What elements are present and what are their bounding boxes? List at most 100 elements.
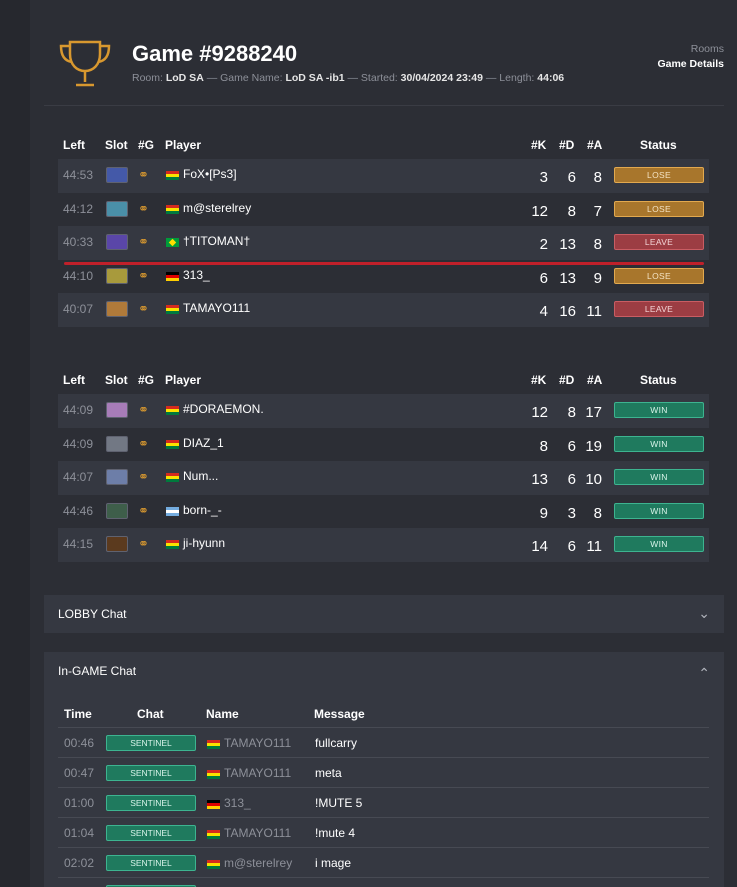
- slot-color-swatch: [106, 469, 128, 485]
- game-name-label: — Game Name:: [206, 72, 283, 84]
- player-row[interactable]: 44:10 ⚭ 313_ 6 13 9 LOSE: [58, 260, 709, 294]
- player-name[interactable]: TAMAYO111: [183, 301, 251, 315]
- slot-color-swatch: [106, 167, 128, 183]
- col-a: #A: [587, 373, 603, 387]
- link-icon[interactable]: ⚭: [138, 435, 149, 451]
- kills: 14: [531, 538, 548, 555]
- flag-bo-icon: [166, 540, 179, 549]
- breadcrumb-current: Game Details: [657, 58, 724, 70]
- breadcrumb-rooms-link[interactable]: Rooms: [690, 43, 724, 55]
- chat-row: [58, 878, 709, 887]
- chat-player-name[interactable]: TAMAYO111: [224, 736, 292, 750]
- slot-color-swatch: [106, 200, 128, 217]
- player-row[interactable]: 40:07 ⚭ TAMAYO111 4 16 11 LEAVE: [58, 293, 709, 327]
- deaths: 3: [567, 504, 576, 522]
- chat-time: 00:47: [64, 766, 95, 780]
- flag-br-icon: [166, 238, 179, 247]
- ingame-chat-table: Time Chat Name Message 00:46 SENTINEL TAMA…: [58, 700, 709, 887]
- player-row[interactable]: 44:15 ⚭ ji-hyunn 14 6 11 WIN: [58, 528, 709, 562]
- chat-row: 00:46 SENTINEL TAMAYO111 fullcarry: [58, 728, 709, 758]
- deaths: 13: [559, 236, 576, 253]
- kills: 13: [531, 471, 548, 488]
- breadcrumb: Rooms Game Details: [657, 43, 724, 70]
- flag-bo-icon: [166, 473, 179, 482]
- slot-color-swatch: [106, 536, 128, 552]
- link-icon[interactable]: ⚭: [138, 167, 149, 182]
- left-time: 44:15: [63, 537, 94, 551]
- player-name[interactable]: †TITOMAN†: [183, 234, 251, 248]
- chat-table-header: Time Chat Name Message: [58, 700, 709, 728]
- chevron-down-icon[interactable]: ⌄: [698, 605, 710, 621]
- status-badge: WIN: [614, 435, 704, 452]
- status-badge: LEAVE: [614, 301, 704, 317]
- player-name[interactable]: born-_-: [183, 502, 222, 517]
- chat-player-name[interactable]: TAMAYO111: [224, 766, 292, 780]
- link-icon[interactable]: ⚭: [138, 402, 149, 417]
- assists: 8: [593, 169, 602, 186]
- link-icon[interactable]: ⚭: [138, 502, 149, 518]
- status-badge: LOSE: [614, 167, 704, 183]
- chat-message: i mage: [315, 856, 352, 870]
- chat-player-name[interactable]: m@sterelrey: [224, 856, 293, 870]
- link-icon[interactable]: ⚭: [138, 234, 149, 249]
- chat-team-badge: SENTINEL: [106, 855, 196, 871]
- link-icon[interactable]: ⚭: [138, 200, 149, 216]
- kills: 12: [531, 404, 548, 421]
- col-time: Time: [64, 707, 92, 721]
- chat-time: 01:04: [64, 826, 95, 840]
- player-row[interactable]: 44:46 ⚭ born-_- 9 3 8 WIN: [58, 495, 709, 529]
- started-value: 30/04/2024 23:49: [400, 72, 483, 84]
- col-d: #D: [559, 138, 575, 152]
- link-icon[interactable]: ⚭: [138, 267, 149, 283]
- chat-message: fullcarry: [315, 736, 358, 750]
- chat-team-badge: SENTINEL: [106, 795, 196, 811]
- assists: 17: [585, 404, 602, 421]
- col-status: Status: [640, 373, 677, 387]
- player-row[interactable]: 44:09 ⚭ DIAZ_1 8 6 19 WIN: [58, 428, 709, 462]
- player-name[interactable]: 313_: [183, 267, 210, 282]
- left-time: 40:07: [63, 302, 94, 316]
- player-row[interactable]: 44:12 ⚭ m@sterelrey 12 8 7 LOSE: [58, 193, 709, 227]
- status-badge: LEAVE: [614, 234, 704, 250]
- link-icon[interactable]: ⚭: [138, 301, 149, 316]
- status-badge: WIN: [614, 469, 704, 485]
- game-details-page: Game #9288240 Room: LoD SA — Game Name: …: [30, 0, 737, 887]
- flag-bo-icon: [207, 860, 220, 869]
- player-name[interactable]: FoX•[Ps3]: [183, 167, 237, 181]
- leaver-divider: [64, 262, 704, 265]
- slot-color-swatch: [106, 234, 128, 250]
- chat-time: 00:46: [64, 736, 95, 750]
- col-g: #G: [138, 138, 155, 152]
- player-name[interactable]: m@sterelrey: [183, 200, 252, 215]
- flag-bo-icon: [207, 770, 220, 779]
- started-label: — Started:: [347, 72, 398, 84]
- player-name[interactable]: #DORAEMON.: [183, 402, 264, 416]
- chat-player-name[interactable]: TAMAYO111: [224, 826, 292, 840]
- slot-color-swatch: [106, 267, 128, 284]
- slot-color-swatch: [106, 301, 128, 317]
- chat-row: 01:00 SENTINEL 313_ !MUTE 5: [58, 788, 709, 818]
- player-name[interactable]: Num...: [183, 469, 219, 483]
- player-row[interactable]: 44:07 ⚭ Num... 13 6 10 WIN: [58, 461, 709, 495]
- lobby-chat-panel[interactable]: LOBBY Chat ⌄: [44, 595, 724, 633]
- chevron-up-icon[interactable]: ⌃: [698, 665, 710, 681]
- player-row[interactable]: 40:33 ⚭ †TITOMAN† 2 13 8 LEAVE: [58, 226, 709, 260]
- player-row[interactable]: 44:09 ⚭ #DORAEMON. 12 8 17 WIN: [58, 394, 709, 428]
- chat-team-badge: SENTINEL: [106, 735, 196, 751]
- player-row[interactable]: 44:53 ⚭ FoX•[Ps3] 3 6 8 LOSE: [58, 159, 709, 193]
- length-label: — Length:: [485, 72, 535, 84]
- player-name[interactable]: ji-hyunn: [183, 536, 226, 550]
- chat-player-name[interactable]: 313_: [224, 796, 251, 810]
- col-g: #G: [138, 373, 155, 387]
- link-icon[interactable]: ⚭: [138, 469, 149, 484]
- team-table-header: Left Slot #G Player #K #D #A Status: [58, 366, 709, 394]
- slot-color-swatch: [106, 435, 128, 452]
- chat-row: 00:47 SENTINEL TAMAYO111 meta: [58, 758, 709, 788]
- link-icon[interactable]: ⚭: [138, 536, 149, 551]
- col-left: Left: [63, 373, 85, 387]
- player-name[interactable]: DIAZ_1: [183, 435, 224, 450]
- flag-bo-icon: [166, 171, 179, 180]
- col-chat: Chat: [137, 707, 164, 721]
- room-label: Room:: [132, 72, 163, 84]
- col-k: #K: [531, 373, 547, 387]
